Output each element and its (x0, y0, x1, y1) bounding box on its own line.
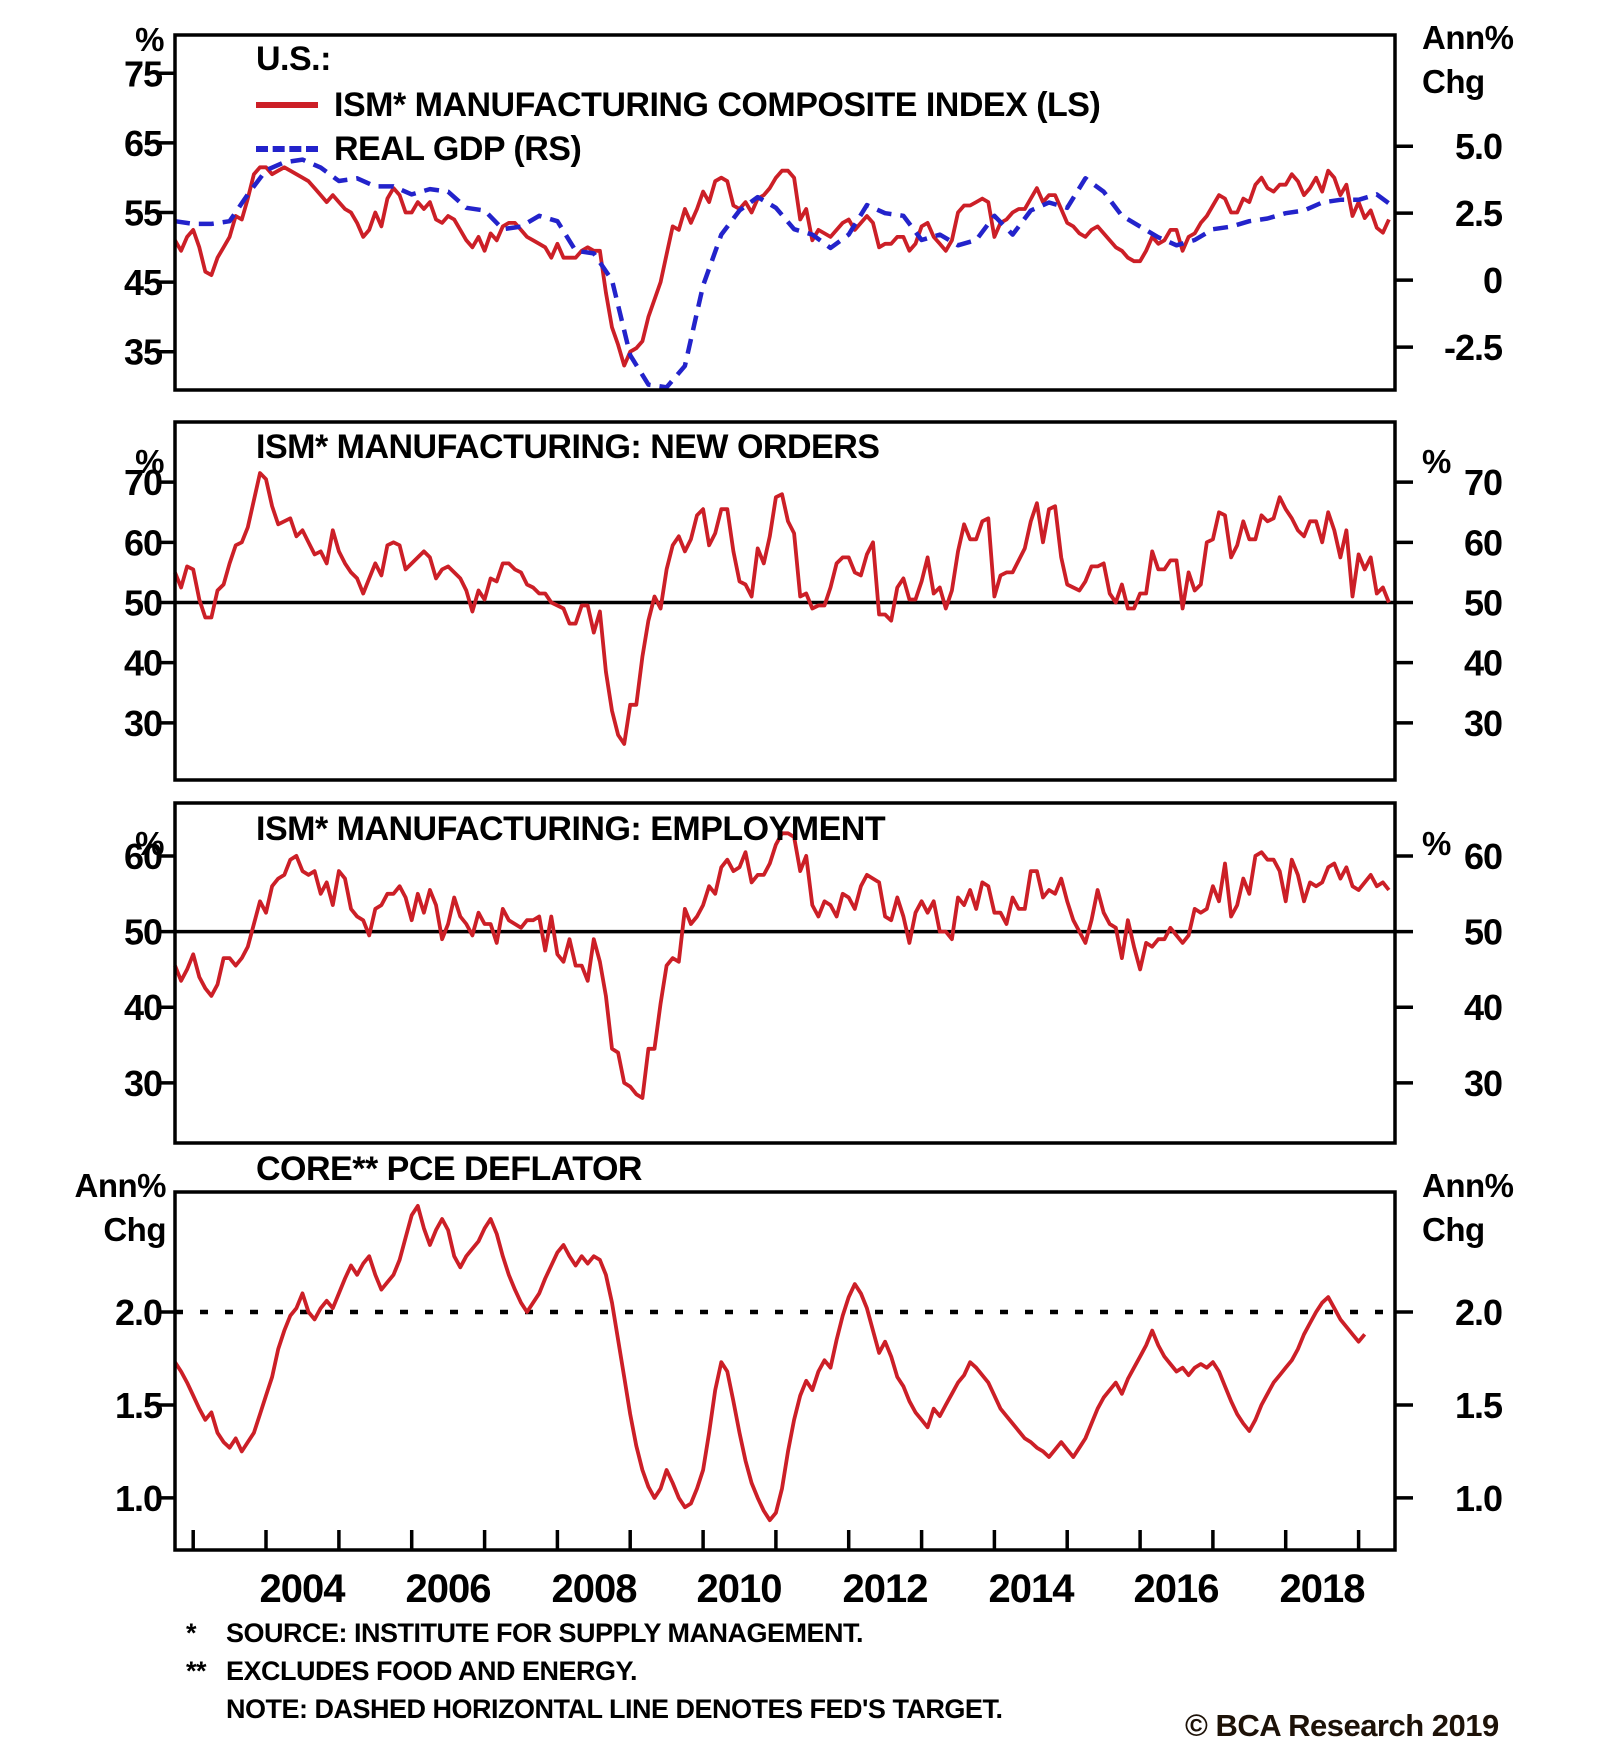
unit-line: % (135, 443, 164, 480)
y-tick-label-right: -2.5 (1444, 327, 1503, 368)
y-tick-label-left: 2.0 (115, 1292, 162, 1333)
y-tick-label-right: 5.0 (1455, 126, 1502, 167)
blue-dashed-swatch-icon (256, 146, 318, 152)
panel2-right-axis-unit: % (1422, 440, 1451, 484)
footnote-text: EXCLUDES FOOD AND ENERGY. (226, 1656, 638, 1686)
footnote-marker: * (186, 1618, 197, 1648)
y-tick-label-left: 45 (124, 262, 163, 303)
y-tick-label-right: 60 (1464, 522, 1502, 563)
y-tick-label-left: 70 (124, 462, 162, 503)
y-tick-label-right: 0 (1483, 260, 1502, 301)
series-line-ism-composite (173, 165, 1391, 368)
panel1-left-axis-unit: % (58, 18, 164, 62)
copyright: © BCA Research 2019 (1185, 1708, 1499, 1743)
x-axis-year-label: 2004 (259, 1567, 346, 1611)
panel2-left-axis-unit: % (58, 440, 164, 484)
y-tick-label-left: 30 (124, 1063, 162, 1104)
y-tick-label-right: 2.0 (1455, 1292, 1502, 1333)
footnotes: * SOURCE: INSTITUTE FOR SUPPLY MANAGEMEN… (186, 1618, 1003, 1732)
panel1-right-axis-unit: Ann% Chg (1422, 16, 1514, 104)
series-line-new-orders (173, 471, 1391, 746)
panel-ism-new-orders: 70 60 50 40 30 70 60 50 40 30 (124, 420, 1503, 782)
panel3-left-axis-unit: % (58, 822, 164, 866)
panel3-right-axis-unit: % (1422, 822, 1451, 866)
x-axis-year-label: 2006 (405, 1567, 492, 1611)
y-tick-label-right: 70 (1464, 462, 1502, 503)
footnote-note: NOTE: DASHED HORIZONTAL LINE DENOTES FED… (186, 1694, 1003, 1725)
panel-ism-employment: 60 50 40 30 60 50 40 30 (124, 801, 1503, 1145)
y-tick-label-right: 30 (1464, 703, 1502, 744)
x-axis-year-label: 2014 (988, 1567, 1075, 1611)
unit-line: Ann% (74, 1167, 167, 1204)
y-tick-label-left: 75 (124, 53, 163, 94)
y-tick-label-left: 50 (124, 583, 162, 624)
panel-border-ism-employment (173, 801, 1397, 1145)
x-axis-year-label: 2012 (842, 1567, 929, 1611)
x-axis-year-label: 2018 (1279, 1567, 1366, 1611)
y-tick-label-right: 2.5 (1455, 193, 1503, 234)
panel-ism-composite-gdp: 75 65 55 45 35 5.0 2.5 0 -2.5 (124, 33, 1504, 392)
panel-title-employment: ISM* MANUFACTURING: EMPLOYMENT (256, 810, 886, 848)
unit-line: % (135, 21, 164, 58)
legend: U.S.: ISM* MANUFACTURING COMPOSITE INDEX… (256, 40, 1101, 171)
unit-line: Ann% (1422, 1167, 1514, 1204)
y-tick-label-right: 50 (1464, 583, 1502, 624)
panel-title-new-orders: ISM* MANUFACTURING: NEW ORDERS (256, 428, 880, 466)
footnote-marker (186, 1694, 226, 1725)
y-tick-label-right: 1.0 (1455, 1478, 1502, 1519)
red-line-swatch-icon (256, 102, 318, 108)
panel-title-core-pce: CORE** PCE DEFLATOR (256, 1150, 642, 1188)
y-tick-label-left: 60 (124, 836, 162, 877)
y-tick-label-left: 1.5 (115, 1385, 163, 1426)
legend-label-ism-composite: ISM* MANUFACTURING COMPOSITE INDEX (LS) (334, 85, 1101, 124)
y-tick-label-left: 65 (124, 123, 163, 164)
y-tick-label-left: 40 (124, 643, 162, 684)
footnote-excludes: ** EXCLUDES FOOD AND ENERGY. (186, 1656, 1002, 1687)
unit-line: Chg (1422, 1211, 1485, 1248)
series-line-core-pce (173, 1204, 1367, 1523)
unit-line: Ann% (1422, 19, 1514, 56)
y-tick-label-right: 40 (1464, 987, 1502, 1028)
series-line-real-gdp (174, 157, 1397, 390)
unit-line: Chg (1422, 63, 1485, 100)
unit-line: % (1422, 825, 1451, 862)
y-tick-label-right: 60 (1464, 836, 1502, 877)
unit-line: Chg (103, 1211, 166, 1248)
footnote-source: * SOURCE: INSTITUTE FOR SUPPLY MANAGEMEN… (186, 1618, 1002, 1649)
y-tick-label-left: 35 (124, 332, 163, 373)
y-tick-label-right: 40 (1464, 643, 1502, 684)
y-tick-label-left: 30 (124, 703, 162, 744)
legend-label-real-gdp: REAL GDP (RS) (334, 129, 582, 168)
series-line-employment (173, 831, 1391, 1100)
y-tick-label-left: 50 (124, 912, 162, 953)
footnote-text: NOTE: DASHED HORIZONTAL LINE DENOTES FED… (226, 1694, 1003, 1724)
x-axis-year-label: 2010 (696, 1567, 783, 1611)
unit-line: % (135, 825, 164, 862)
legend-item-real-gdp: REAL GDP (RS) (256, 127, 1100, 171)
unit-line: % (1422, 443, 1451, 480)
y-tick-label-right: 1.5 (1455, 1385, 1503, 1426)
panel4-left-axis-unit: Ann% Chg (30, 1164, 167, 1252)
y-tick-label-left: 60 (124, 522, 162, 563)
footnote-marker: ** (186, 1656, 207, 1686)
panel-border-core-pce-deflator (173, 1190, 1397, 1552)
y-tick-label-right: 50 (1464, 912, 1502, 953)
legend-header: U.S.: (256, 40, 331, 78)
y-tick-label-left: 55 (124, 193, 163, 234)
y-tick-label-left: 40 (124, 987, 162, 1028)
footnote-text: SOURCE: INSTITUTE FOR SUPPLY MANAGEMENT. (226, 1618, 864, 1648)
panel-core-pce-deflator: 2.0 1.5 1.0 2.0 1.5 1.0 (115, 1190, 1504, 1552)
legend-item-ism-composite: ISM* MANUFACTURING COMPOSITE INDEX (LS) (256, 83, 1101, 127)
x-axis-year-label: 2008 (551, 1567, 638, 1611)
y-tick-label-left: 1.0 (115, 1478, 162, 1519)
panel4-right-axis-unit: Ann% Chg (1422, 1164, 1514, 1252)
y-tick-label-right: 30 (1464, 1063, 1502, 1104)
x-axis-year-label: 2016 (1133, 1567, 1220, 1611)
